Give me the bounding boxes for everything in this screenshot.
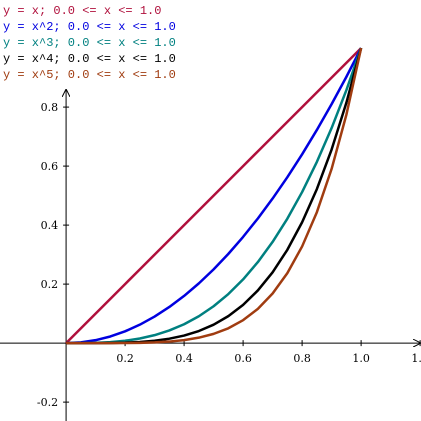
y-tick-label: 0.6 <box>41 160 59 173</box>
y-tick-label: 0.8 <box>41 101 59 114</box>
legend-entry: y = x^2; 0.0 <= x <= 1.0 <box>3 20 176 34</box>
x-tick-label: 0.4 <box>175 352 193 365</box>
legend-entry: y = x^4; 0.0 <= x <= 1.0 <box>3 52 176 66</box>
x-tick-label: 1.0 <box>352 352 370 365</box>
legend-entry: y = x^3; 0.0 <= x <= 1.0 <box>3 36 176 50</box>
y-tick-label: -0.2 <box>37 396 58 409</box>
y-tick-label: 0.4 <box>41 219 59 232</box>
series-line <box>66 47 363 345</box>
legend-entry: y = x; 0.0 <= x <= 1.0 <box>3 4 161 18</box>
legend-entry: y = x^5; 0.0 <= x <= 1.0 <box>3 68 176 82</box>
x-tick-label: 1.2 <box>411 352 421 365</box>
x-tick-label: 0.2 <box>116 352 134 365</box>
axes: 0.2 0.4 0.6 0.8 1.0 1.2 -0.2 0.2 0.4 0.6 0.8 <box>0 90 421 421</box>
legend: y = x; 0.0 <= x <= 1.0 y = x^2; 0.0 <= x … <box>3 4 176 82</box>
series-line <box>65 47 362 344</box>
plot-area <box>65 47 363 345</box>
series-line <box>66 47 363 345</box>
x-tick-label: 0.8 <box>293 352 311 365</box>
x-tick-label: 0.6 <box>234 352 252 365</box>
y-tick-label: 0.2 <box>41 278 59 291</box>
